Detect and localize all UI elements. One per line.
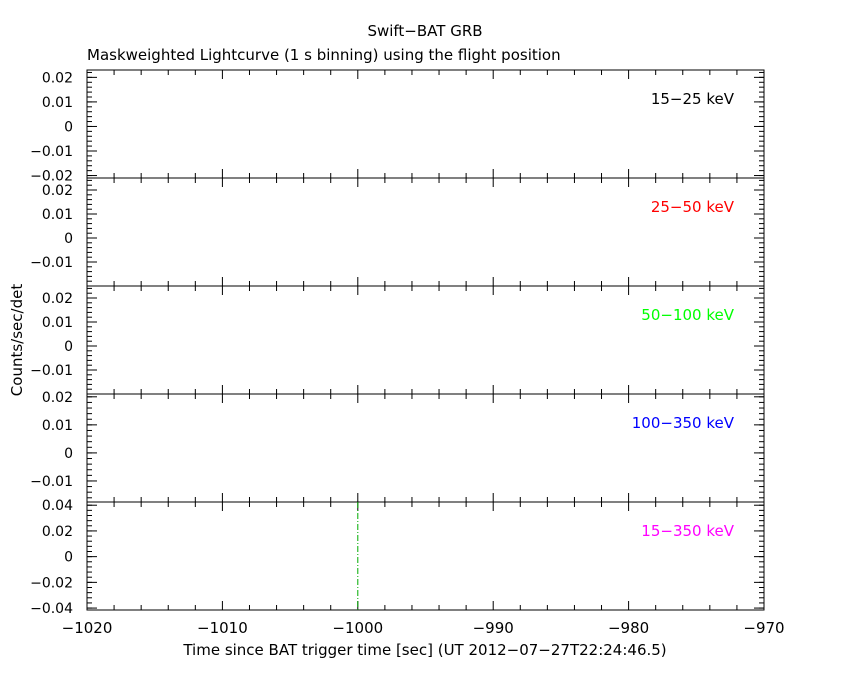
- panel-frame: [86, 285, 765, 395]
- panel-frame: [86, 393, 765, 503]
- x-tick-label: −1010: [197, 619, 248, 637]
- band-label: 50−100 keV: [641, 306, 734, 324]
- x-axis-label: Time since BAT trigger time [sec] (UT 20…: [182, 641, 666, 659]
- y-tick-label: 0: [64, 339, 73, 355]
- y-tick-label: −0.01: [30, 255, 73, 271]
- panel-4: 0.02 0.01 0 −0.01 100−350 keV: [30, 390, 765, 503]
- y-tick-label: 0.02: [42, 291, 73, 307]
- x-tick-label: −970: [743, 619, 784, 637]
- y-tick-label: 0.01: [42, 418, 73, 434]
- y-tick-label: 0.02: [42, 524, 73, 540]
- x-tick-label: −1020: [62, 619, 113, 637]
- y-tick-label: 0.01: [42, 95, 73, 111]
- y-tick-label: 0.02: [42, 70, 73, 86]
- y-tick-label: −0.01: [30, 144, 73, 160]
- y-tick-label: −0.02: [30, 575, 73, 591]
- x-tick-label: −1000: [332, 619, 383, 637]
- y-tick-label: 0.01: [42, 315, 73, 331]
- band-label: 15−25 keV: [651, 90, 735, 108]
- y-tick-label: 0.02: [42, 390, 73, 406]
- y-axis-label: Counts/sec/det: [8, 284, 26, 397]
- y-tick-label: −0.01: [30, 363, 73, 379]
- chart-subtitle: Maskweighted Lightcurve (1 s binning) us…: [87, 46, 561, 64]
- y-tick-label: 0: [64, 119, 73, 135]
- band-label: 25−50 keV: [651, 198, 735, 216]
- chart-title: Swift−BAT GRB: [367, 22, 482, 40]
- y-tick-label: 0: [64, 550, 73, 566]
- panel-frame: [86, 501, 765, 611]
- x-axis: −1020 −1010 −1000 −990 −980 −970: [62, 619, 785, 637]
- y-tick-label: −0.01: [30, 474, 73, 490]
- panel-3: 0.02 0.01 0 −0.01 50−100 keV: [30, 285, 765, 395]
- y-tick-label: 0.04: [42, 498, 73, 514]
- band-label: 15−350 keV: [641, 522, 734, 540]
- panel-frame: [86, 69, 765, 179]
- y-tick-label: 0: [64, 446, 73, 462]
- panels-group: 0.02 0.01 0 −0.01 −0.02 15−25 keV 0.02 0.01 0 −0.…: [30, 69, 765, 617]
- y-tick-label: 0: [64, 231, 73, 247]
- panel-5: 0.04 0.02 0 −0.02 −0.04 15−350 keV: [30, 498, 765, 617]
- y-tick-label: −0.02: [30, 169, 73, 185]
- y-tick-label: 0.01: [42, 207, 73, 223]
- x-tick-label: −990: [473, 619, 514, 637]
- panel-2: 0.02 0.01 0 −0.01 25−50 keV: [30, 177, 765, 287]
- y-tick-label: −0.04: [30, 601, 73, 617]
- band-label: 100−350 keV: [632, 414, 735, 432]
- y-tick-label: 0.02: [42, 183, 73, 199]
- panel-frame: [86, 177, 765, 287]
- panel-1: 0.02 0.01 0 −0.01 −0.02 15−25 keV: [30, 69, 765, 185]
- x-tick-label: −980: [608, 619, 649, 637]
